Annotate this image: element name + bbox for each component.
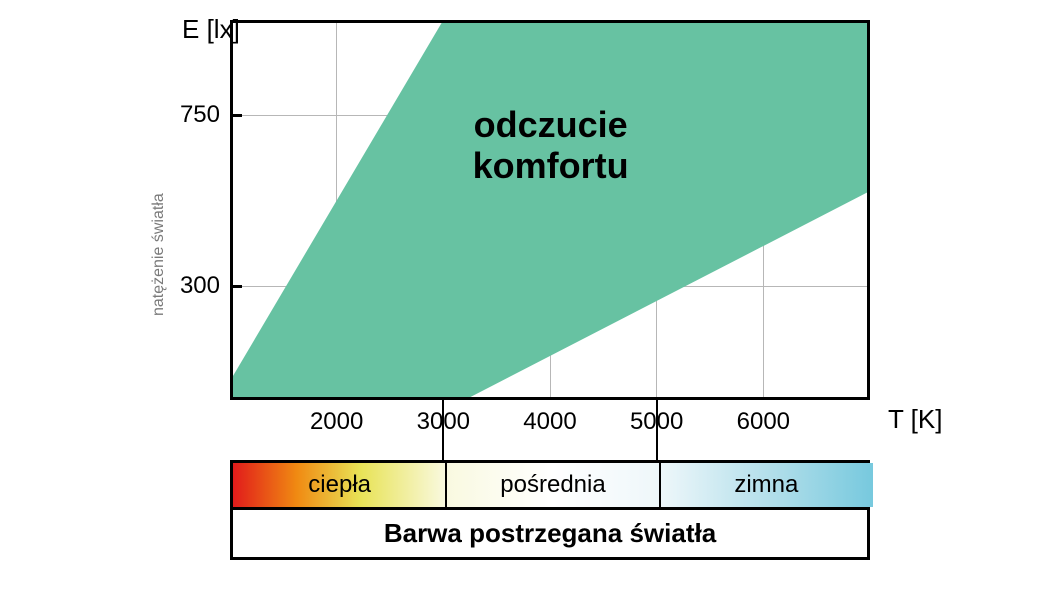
comfort-chart: odczuciekomfortu: [230, 20, 870, 400]
comfort-region: [230, 20, 870, 400]
colorbar-caption-box: Barwa postrzegana światła: [230, 510, 870, 560]
colorbar-segment-label: ciepła: [308, 471, 371, 499]
axis-colorbar-connector: [656, 400, 658, 460]
comfort-region-label: odczuciekomfortu: [401, 104, 701, 187]
y-tick-label: 300: [180, 272, 220, 300]
colorbar-caption: Barwa postrzegana światła: [384, 518, 716, 549]
x-axis-title: T [K]: [888, 404, 942, 435]
y-tick: [230, 285, 242, 288]
x-tick-label: 4000: [523, 408, 576, 436]
y-tick: [230, 114, 242, 117]
colorbar-segment-label: zimna: [734, 471, 798, 499]
y-axis-title: E [lx]: [182, 14, 240, 45]
axis-colorbar-connector: [442, 400, 444, 460]
y-axis-side-label: natężenie światła: [150, 194, 168, 317]
color-temperature-bar: ciepła pośrednia zimna: [230, 460, 870, 510]
colorbar-divider: [659, 463, 661, 507]
colorbar-divider: [445, 463, 447, 507]
colorbar-segment-label: pośrednia: [500, 471, 605, 499]
x-tick-label: 2000: [310, 408, 363, 436]
x-tick-label: 6000: [737, 408, 790, 436]
y-tick-label: 750: [180, 101, 220, 129]
